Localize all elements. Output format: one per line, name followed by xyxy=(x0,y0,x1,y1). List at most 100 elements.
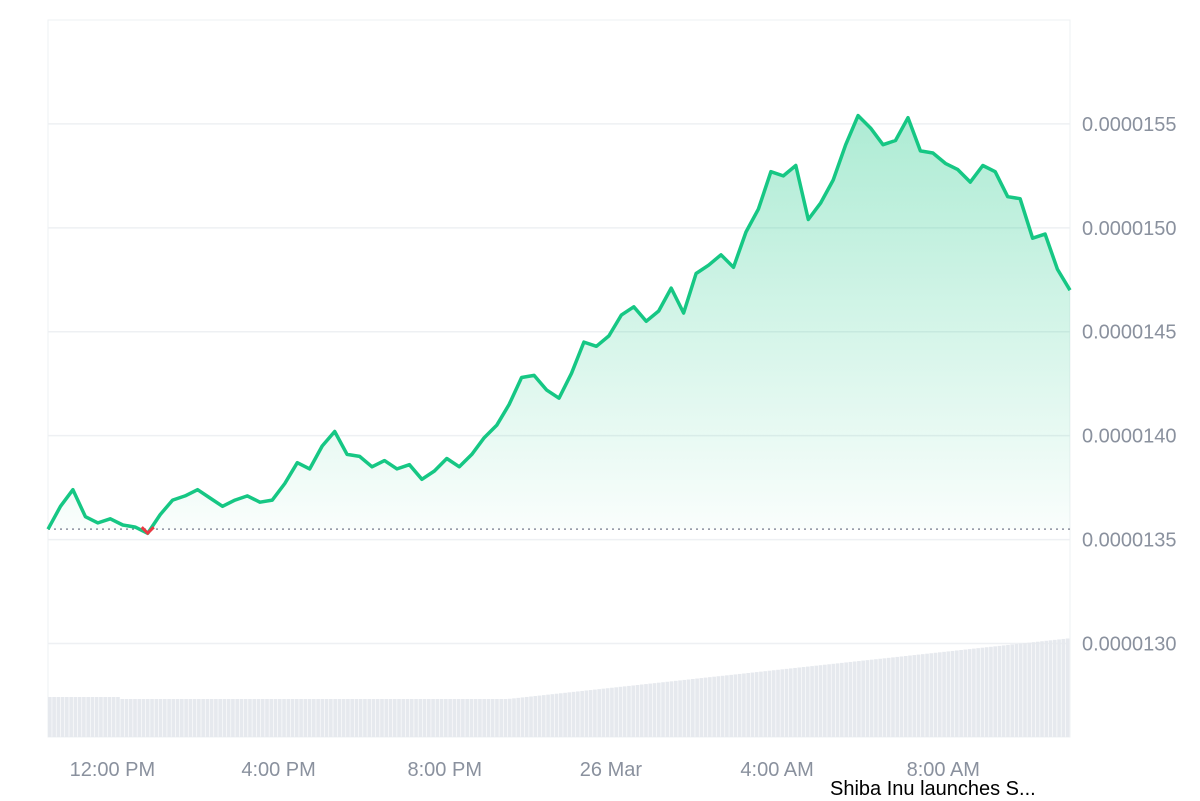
volume-bar xyxy=(392,699,397,737)
volume-bar xyxy=(307,699,312,737)
volume-bar xyxy=(69,697,73,737)
volume-bars xyxy=(48,638,1070,737)
volume-bar xyxy=(452,699,457,737)
volume-bar xyxy=(878,658,883,737)
volume-bar xyxy=(639,684,644,737)
volume-bar xyxy=(448,699,452,737)
volume-bar xyxy=(797,667,802,737)
volume-bar xyxy=(94,697,99,737)
volume-bar xyxy=(1001,645,1006,737)
volume-bar xyxy=(184,699,188,737)
volume-bar xyxy=(720,675,725,737)
volume-bar xyxy=(107,697,112,737)
volume-bar xyxy=(482,699,487,737)
volume-bar xyxy=(1061,638,1066,737)
volume-bar xyxy=(605,688,610,737)
price-line-below-baseline xyxy=(140,526,155,536)
volume-bar xyxy=(1023,643,1027,737)
x-tick-label: 26 Mar xyxy=(580,759,643,781)
volume-bar xyxy=(520,697,525,737)
volume-bar xyxy=(827,664,831,737)
volume-bar xyxy=(235,699,240,737)
volume-bar xyxy=(205,699,210,737)
volume-bar xyxy=(541,695,546,737)
volume-bar xyxy=(180,699,184,737)
volume-bar xyxy=(1027,642,1032,737)
volume-bar xyxy=(256,699,261,737)
volume-bar xyxy=(231,699,235,737)
volume-bar xyxy=(695,678,699,737)
volume-bar xyxy=(1014,644,1019,737)
volume-bar xyxy=(56,697,61,737)
volume-bar xyxy=(550,694,555,737)
volume-bar xyxy=(997,645,1002,737)
volume-bar xyxy=(840,662,844,737)
volume-bar xyxy=(422,699,427,737)
volume-bar xyxy=(512,698,516,737)
volume-bar xyxy=(239,699,244,737)
volume-bar xyxy=(631,685,636,737)
volume-bar xyxy=(916,654,921,737)
y-tick-label: 0.0000145 xyxy=(1082,322,1177,344)
volume-bar xyxy=(465,699,469,737)
volume-bar xyxy=(252,699,257,737)
volume-bar xyxy=(989,646,993,737)
volume-bar xyxy=(805,666,810,737)
volume-bar xyxy=(648,683,653,737)
volume-bar xyxy=(835,663,840,737)
x-axis: 12:00 PM 4:00 PM 8:00 PM 26 Mar 4:00 AM 8:00 … xyxy=(70,759,980,781)
volume-bar xyxy=(708,677,712,737)
volume-bar xyxy=(478,699,482,737)
volume-bar xyxy=(1044,640,1049,737)
volume-bar xyxy=(490,699,495,737)
volume-bar xyxy=(857,661,861,737)
volume-bar xyxy=(597,689,601,737)
x-tick-label: 4:00 PM xyxy=(241,759,315,781)
x-tick-label: 4:00 AM xyxy=(740,759,813,781)
volume-bar xyxy=(277,699,282,737)
volume-bar xyxy=(209,699,214,737)
y-axis: 0.0000130 0.0000135 0.0000140 0.0000145 0.00… xyxy=(1082,114,1177,656)
volume-bar xyxy=(133,699,137,737)
volume-bar xyxy=(48,697,52,737)
volume-bar xyxy=(1040,641,1044,737)
volume-bar xyxy=(171,699,176,737)
volume-bar xyxy=(682,679,687,737)
volume-bar xyxy=(384,699,389,737)
x-tick-label: 12:00 PM xyxy=(70,759,156,781)
volume-bar xyxy=(269,699,274,737)
news-caption[interactable]: Shiba Inu launches S... xyxy=(830,778,1036,800)
volume-bar xyxy=(409,699,414,737)
y-tick-label: 0.0000140 xyxy=(1082,426,1177,448)
volume-bar xyxy=(610,687,614,737)
volume-bar xyxy=(82,697,86,737)
volume-bar xyxy=(388,699,393,737)
volume-bar xyxy=(848,661,853,737)
volume-bar xyxy=(380,699,384,737)
volume-bar xyxy=(776,669,780,737)
volume-bar xyxy=(993,646,998,737)
volume-bar xyxy=(882,658,887,737)
volume-bar xyxy=(290,699,295,737)
volume-bar xyxy=(375,699,380,737)
volume-bar xyxy=(652,683,657,737)
volume-bar xyxy=(1018,643,1023,737)
volume-bar xyxy=(1006,644,1010,737)
volume-bar xyxy=(431,699,435,737)
volume-bar xyxy=(661,682,665,737)
volume-bar xyxy=(818,665,823,737)
volume-bar xyxy=(294,699,299,737)
volume-bar xyxy=(831,663,836,737)
volume-bar xyxy=(116,697,120,737)
volume-bar xyxy=(77,697,82,737)
volume-bar xyxy=(563,692,567,737)
volume-bar xyxy=(759,671,763,737)
volume-bar xyxy=(588,690,593,737)
volume-bar xyxy=(367,699,372,737)
volume-bar xyxy=(656,682,661,737)
volume-bar xyxy=(571,691,576,737)
price-line xyxy=(46,113,1072,536)
volume-bar xyxy=(580,690,584,737)
y-tick-label: 0.0000150 xyxy=(1082,218,1177,240)
volume-bar xyxy=(716,676,721,737)
